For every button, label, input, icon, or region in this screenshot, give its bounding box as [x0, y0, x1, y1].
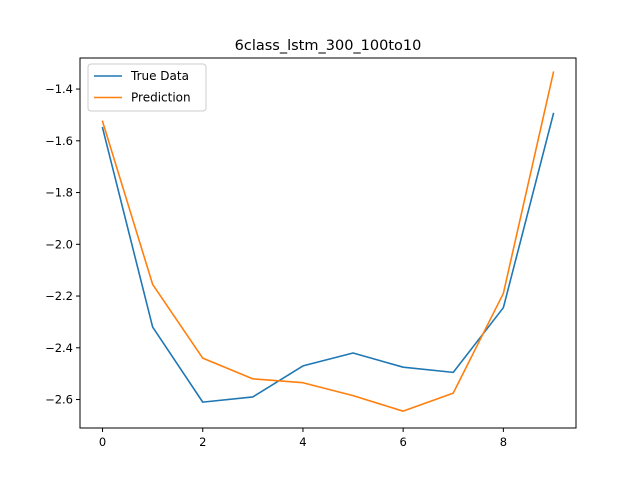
x-tick-label: 6 — [399, 435, 406, 449]
series-line-1 — [101, 71, 555, 412]
y-axis: −1.4 −1.6 −1.8 −2.0 −2.2 −2.4 −2.6 — [45, 82, 80, 407]
series-line-0 — [101, 112, 555, 403]
y-tick-label: −2.6 — [45, 393, 73, 407]
y-tick-label: −1.4 — [45, 82, 73, 96]
chart-title: 6class_lstm_300_100to10 — [235, 38, 422, 54]
x-tick-label: 8 — [500, 435, 507, 449]
y-tick-label: −1.6 — [45, 134, 73, 148]
plot-frame — [79, 57, 577, 429]
y-tick-label: −2.0 — [45, 237, 73, 251]
x-tick-label: 4 — [299, 435, 306, 449]
legend: True Data Prediction — [87, 63, 207, 112]
legend-label: Prediction — [131, 91, 191, 105]
y-tick-label: −2.4 — [45, 341, 73, 355]
y-tick-label: −1.8 — [45, 186, 73, 200]
x-axis: 0 2 4 6 8 — [99, 428, 507, 449]
x-tick-label: 0 — [99, 435, 106, 449]
series-layer — [101, 71, 555, 412]
y-tick-label: −2.2 — [45, 289, 73, 303]
legend-label: True Data — [130, 69, 189, 83]
x-tick-label: 2 — [199, 435, 206, 449]
